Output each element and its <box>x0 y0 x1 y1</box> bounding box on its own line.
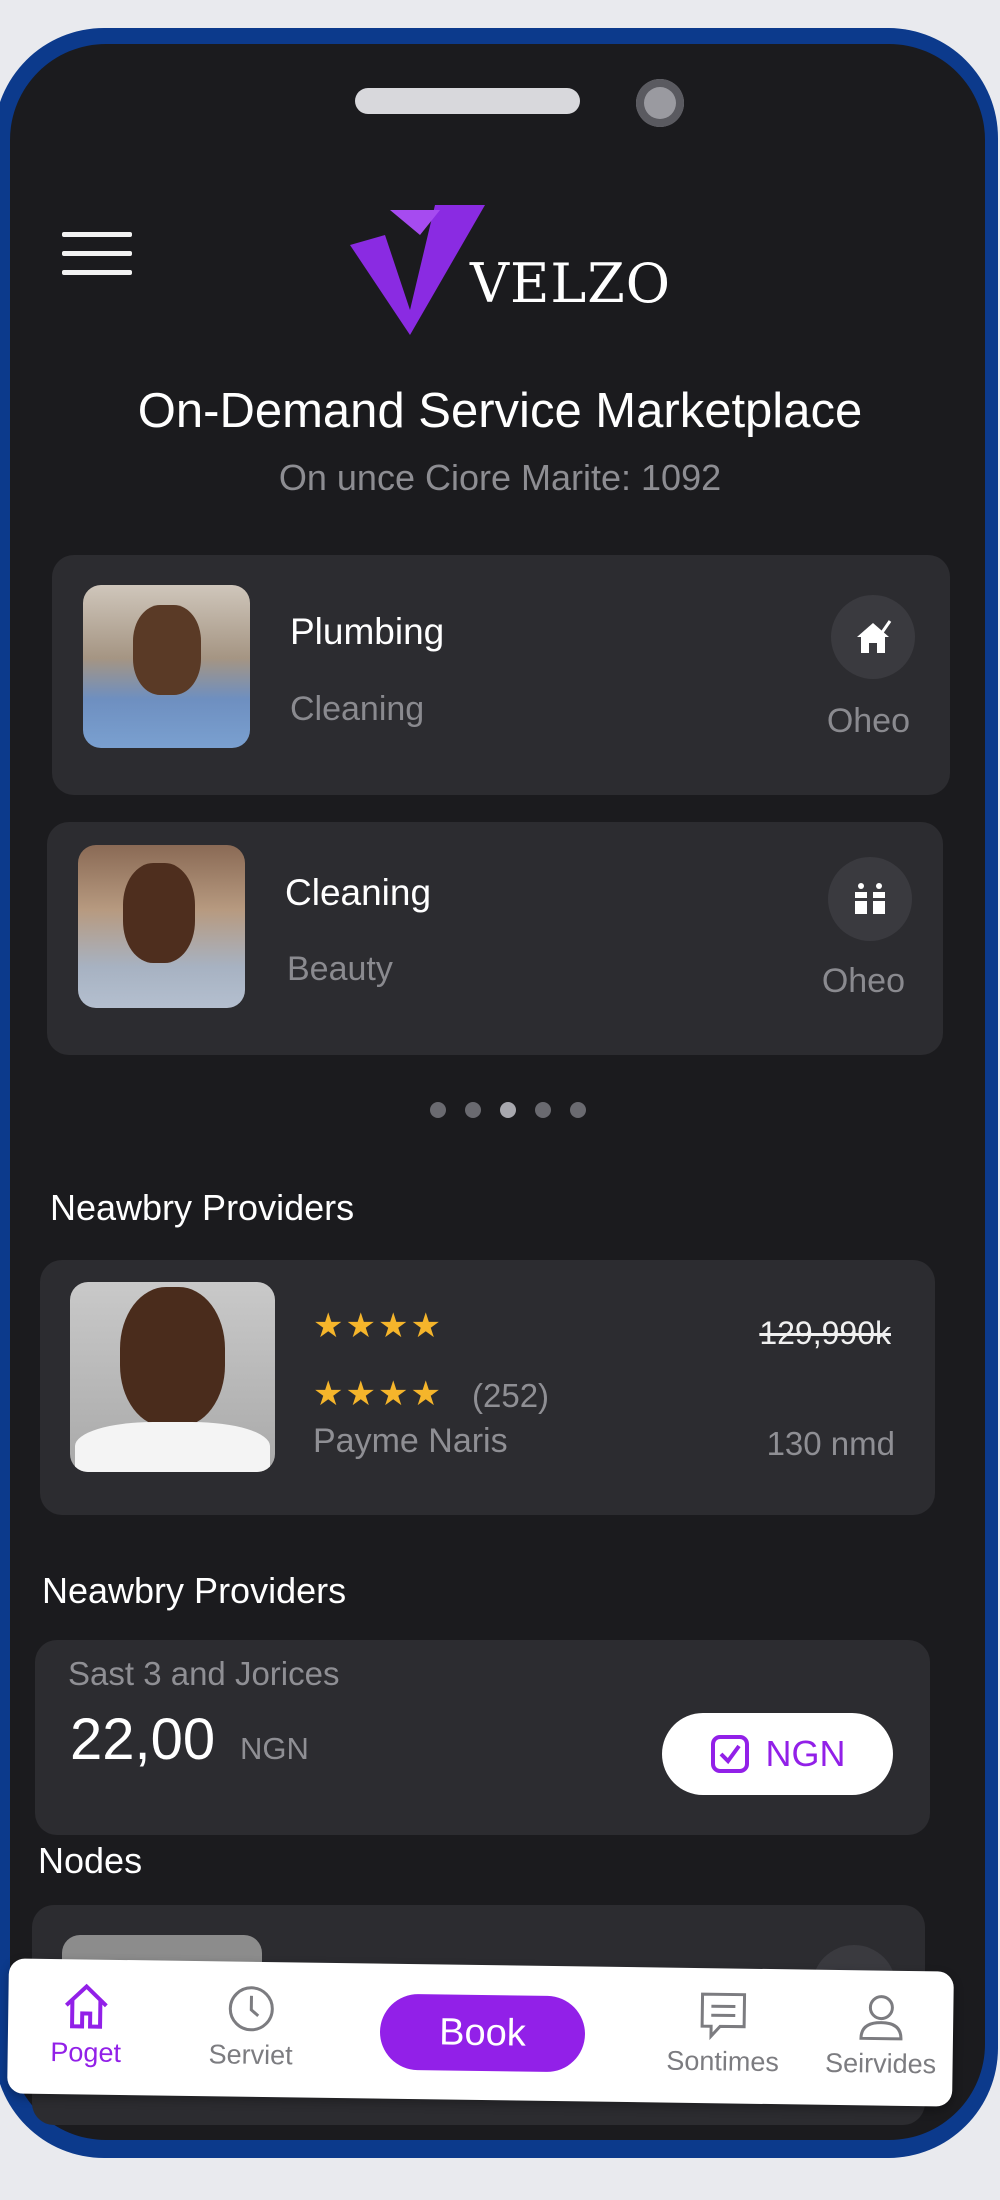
service-title: Plumbing <box>290 611 445 652</box>
nav-label: Seirvides <box>824 2047 937 2080</box>
service-subtitle: Beauty <box>287 950 393 988</box>
service-subtitle: Cleaning <box>290 690 425 728</box>
clock-icon <box>228 1986 274 2032</box>
home-icon <box>64 1983 108 2029</box>
checkbox-icon <box>710 1735 749 1773</box>
carousel-dot-active[interactable] <box>500 1102 516 1118</box>
nav-item-chat[interactable]: Sontimes <box>657 1989 788 2078</box>
service-card[interactable]: Plumbing Cleaning Oheo <box>52 555 950 795</box>
carousel-dot[interactable] <box>430 1102 446 1118</box>
currency-button-label: NGN <box>765 1733 846 1774</box>
speaker-notch <box>355 88 580 114</box>
provider-name: Payme Naris <box>313 1422 508 1460</box>
nav-label: Serviet <box>208 2039 293 2071</box>
provider-photo <box>78 845 245 1008</box>
brand-name: VELZO <box>470 252 672 315</box>
section-title: Nodes <box>38 1840 143 1881</box>
page-subtitle: On unce Ciore Marite: 1092 <box>278 457 722 498</box>
provider-distance: 130 nmd <box>766 1425 895 1462</box>
pricing-amount: 22,00 <box>70 1707 216 1772</box>
provider-card[interactable]: ★★★★ ★★★★ (252) Payme Naris 129,990k 130… <box>40 1260 935 1515</box>
book-button[interactable]: Book <box>379 1993 586 2073</box>
provider-price: 129,990k <box>759 1315 891 1351</box>
rating-stars: ★★★★ <box>313 1375 443 1413</box>
cleaning-bottles-icon[interactable] <box>828 857 912 941</box>
carousel-dots[interactable] <box>430 1102 586 1118</box>
chat-icon <box>700 1992 747 2041</box>
nav-item-profile[interactable]: Seirvides <box>815 1992 946 2081</box>
service-meta: Oheo <box>826 702 910 740</box>
page-title: On-Demand Service Marketplace <box>137 384 863 438</box>
carousel-dot[interactable] <box>535 1102 551 1118</box>
nav-item-home[interactable]: Poget <box>35 1981 136 2069</box>
rating-stars: ★★★★ <box>313 1307 443 1345</box>
pricing-card: Sast 3 and Jorices 22,00 NGN NGN <box>35 1640 930 1835</box>
person-icon <box>859 1995 903 2041</box>
section-title: Neawbry Providers <box>42 1570 347 1611</box>
hamburger-icon[interactable] <box>62 232 132 278</box>
service-title: Cleaning <box>285 872 432 913</box>
house-check-icon[interactable] <box>831 595 915 679</box>
provider-photo <box>70 1282 275 1472</box>
pricing-label: Sast 3 and Jorices <box>68 1655 340 1692</box>
pricing-currency: NGN <box>240 1731 309 1766</box>
velzo-logo-icon <box>350 205 485 335</box>
currency-button[interactable]: NGN <box>662 1713 893 1795</box>
service-meta: Oheo <box>821 962 905 1000</box>
nav-label: Poget <box>50 2036 122 2068</box>
carousel-dot[interactable] <box>465 1102 481 1118</box>
nav-label: Sontimes <box>666 2045 780 2078</box>
carousel-dot[interactable] <box>570 1102 586 1118</box>
review-count: (252) <box>472 1377 550 1414</box>
bottom-nav: Poget Serviet Book Sontimes Seirvides <box>7 1958 954 2107</box>
service-card[interactable]: Cleaning Beauty Oheo <box>47 822 943 1055</box>
nav-item-clock[interactable]: Serviet <box>195 1983 306 2072</box>
section-title: Neawbry Providers <box>50 1187 355 1228</box>
camera <box>636 79 684 127</box>
provider-photo <box>83 585 250 748</box>
